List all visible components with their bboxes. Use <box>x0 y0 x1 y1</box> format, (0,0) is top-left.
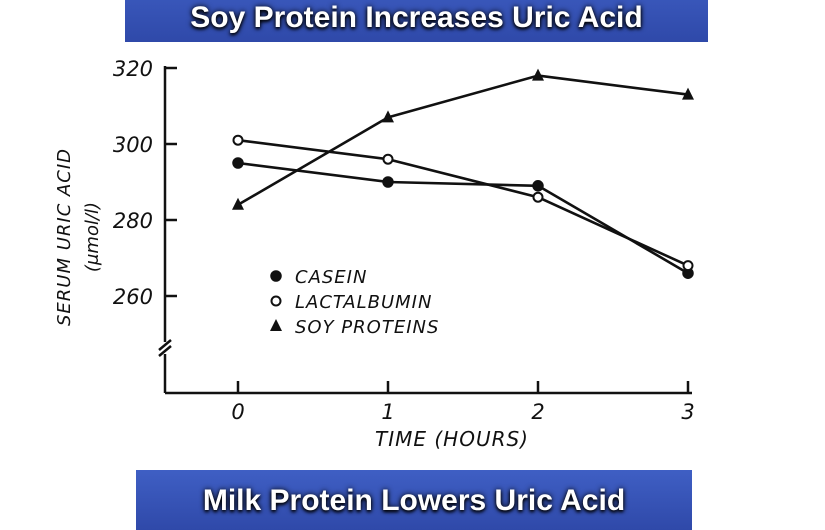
legend-label-soy-proteins: SOY PROTEINS <box>295 317 439 338</box>
legend-marker-lactalbumin <box>270 295 282 307</box>
chart-legend: CASEIN LACTALBUMIN SOY PROTEINS <box>270 267 439 338</box>
data-point-lactalbumin <box>382 153 394 165</box>
legend-marker-casein <box>270 270 282 282</box>
series-lines <box>237 74 689 275</box>
y-tick-label: 260 <box>113 285 153 309</box>
y-tick-label: 320 <box>113 57 153 81</box>
series-markers <box>232 68 694 279</box>
data-point-soy-proteins <box>532 68 544 81</box>
data-point-lactalbumin <box>532 191 544 203</box>
series-line-casein <box>237 161 689 275</box>
title-banner-top-text: Soy Protein Increases Uric Acid <box>190 1 643 34</box>
data-point-lactalbumin <box>682 260 694 272</box>
y-axis-unit: (μmol/l) <box>82 202 103 272</box>
data-point-casein <box>532 180 544 192</box>
data-point-soy-proteins <box>232 197 244 210</box>
data-point-casein <box>232 157 244 169</box>
title-banner-bottom-text: Milk Protein Lowers Uric Acid <box>202 484 626 517</box>
x-tick-label: 0 <box>231 400 244 424</box>
chart-axes: 260 280 300 320 0 1 2 3 <box>113 57 695 424</box>
legend-marker-soy-proteins <box>270 319 282 331</box>
legend-label-lactalbumin: LACTALBUMIN <box>295 292 432 313</box>
y-axis-break <box>158 339 172 357</box>
series-line-soy-proteins <box>237 74 689 206</box>
x-tick-label: 1 <box>381 400 394 424</box>
x-tick-label: 3 <box>681 400 694 424</box>
legend-label-casein: CASEIN <box>295 267 367 288</box>
data-point-soy-proteins <box>382 110 394 123</box>
data-point-lactalbumin <box>232 134 244 146</box>
y-axis-label: SERUM URIC ACID <box>54 148 75 326</box>
data-point-casein <box>382 176 394 188</box>
x-tick-label: 2 <box>531 400 544 424</box>
title-banner-bottom: Milk Protein Lowers Uric Acid <box>136 470 692 530</box>
x-axis-label: TIME (HOURS) <box>375 427 529 451</box>
data-point-soy-proteins <box>682 87 694 100</box>
uric-acid-line-chart: 260 280 300 320 0 1 2 3 CASEIN LACTALBUMIN SOY PR… <box>54 57 695 451</box>
series-line-lactalbumin <box>237 138 689 267</box>
y-tick-label: 280 <box>113 209 153 233</box>
title-banner-top: Soy Protein Increases Uric Acid <box>125 0 708 42</box>
y-tick-label: 300 <box>113 133 153 157</box>
